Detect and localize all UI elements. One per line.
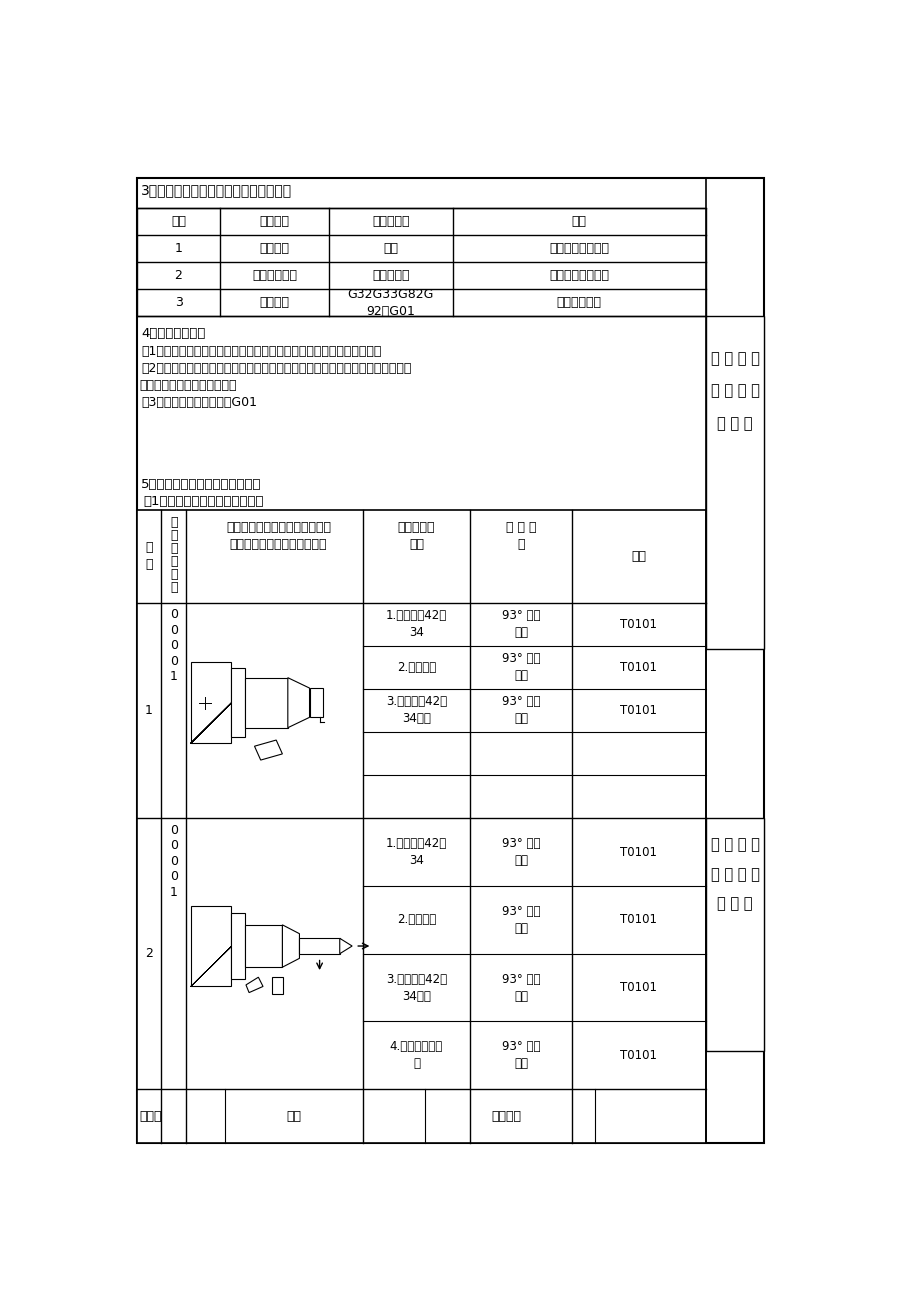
Text: 2: 2 bbox=[175, 269, 182, 282]
Text: 0: 0 bbox=[170, 824, 177, 837]
Text: 0: 0 bbox=[170, 608, 177, 621]
Text: 选 用 刀: 选 用 刀 bbox=[505, 520, 536, 533]
Polygon shape bbox=[255, 740, 282, 760]
Text: 3: 3 bbox=[175, 296, 182, 309]
Text: 为 单 位: 为 单 位 bbox=[717, 896, 752, 911]
Bar bbox=[191, 662, 231, 744]
Text: 制 定 以 组: 制 定 以 组 bbox=[709, 867, 758, 881]
Polygon shape bbox=[282, 924, 299, 967]
Text: 程: 程 bbox=[170, 555, 177, 568]
Text: 数控编程技术: 数控编程技术 bbox=[556, 296, 601, 309]
Bar bbox=[705, 316, 764, 649]
Text: 序: 序 bbox=[170, 529, 177, 542]
Text: 内容: 内容 bbox=[409, 538, 424, 551]
Text: 93° 外圆
车刀: 93° 外圆 车刀 bbox=[501, 905, 539, 935]
Text: 产 品 工 艺: 产 品 工 艺 bbox=[709, 837, 758, 853]
Bar bbox=[137, 178, 764, 1143]
Bar bbox=[299, 939, 339, 954]
Text: 措施及公式: 措施及公式 bbox=[372, 214, 409, 227]
Text: 车间主任: 车间主任 bbox=[491, 1110, 521, 1123]
Text: 最短，基准先行，先面后孔。: 最短，基准先行，先面后孔。 bbox=[140, 380, 237, 393]
Text: T0101: T0101 bbox=[619, 845, 657, 858]
Text: 3、产品加工的教学模块设计点（表一）: 3、产品加工的教学模块设计点（表一） bbox=[142, 183, 292, 198]
Text: 组长: 组长 bbox=[286, 1110, 301, 1123]
Text: 一夹: 一夹 bbox=[383, 242, 398, 255]
Text: 工艺员: 工艺员 bbox=[140, 1110, 162, 1123]
Polygon shape bbox=[339, 939, 352, 954]
Text: 备注: 备注 bbox=[630, 550, 646, 563]
Text: （1）实际加工阶段一（表二）：: （1）实际加工阶段一（表二）： bbox=[142, 495, 263, 508]
Text: 0: 0 bbox=[170, 624, 177, 637]
Text: （3）加工指令：直线插补G01: （3）加工指令：直线插补G01 bbox=[142, 396, 257, 410]
Text: 备注: 备注 bbox=[571, 214, 586, 227]
Text: G32G33G82G
92，G01: G32G33G82G 92，G01 bbox=[347, 287, 434, 317]
Text: 查《车工工艺学》: 查《车工工艺学》 bbox=[549, 242, 608, 255]
Text: 2.粗车锥度: 2.粗车锥度 bbox=[396, 914, 436, 927]
Bar bbox=[231, 914, 245, 979]
Text: 标明程序原点和对刀点位置）: 标明程序原点和对刀点位置） bbox=[230, 538, 327, 551]
Bar bbox=[309, 688, 323, 718]
Text: 知 识 点 设: 知 识 点 设 bbox=[709, 384, 758, 398]
Text: T0101: T0101 bbox=[619, 660, 657, 673]
Text: 查《车工工艺学》: 查《车工工艺学》 bbox=[549, 269, 608, 282]
Text: 93° 外圆
车刀: 93° 外圆 车刀 bbox=[501, 610, 539, 640]
Text: 及: 及 bbox=[170, 542, 177, 555]
Text: 装夹方式: 装夹方式 bbox=[259, 242, 289, 255]
Text: T0101: T0101 bbox=[619, 914, 657, 927]
Bar bbox=[137, 208, 705, 316]
Polygon shape bbox=[245, 978, 263, 993]
Text: 93° 外圆
车刀: 93° 外圆 车刀 bbox=[501, 653, 539, 682]
Bar bbox=[137, 510, 705, 1143]
Bar bbox=[705, 818, 764, 1050]
Text: 93° 外圆
车刀: 93° 外圆 车刀 bbox=[501, 972, 539, 1002]
Bar bbox=[191, 906, 231, 987]
Text: T0101: T0101 bbox=[619, 982, 657, 994]
Text: 工步序号及: 工步序号及 bbox=[397, 520, 435, 533]
Text: 0: 0 bbox=[170, 840, 177, 853]
Text: 93° 外圆
车刀: 93° 外圆 车刀 bbox=[501, 1040, 539, 1070]
Text: 加工指令: 加工指令 bbox=[259, 296, 289, 309]
Text: 序
号: 序 号 bbox=[145, 541, 153, 572]
Text: 93° 外圆
车刀: 93° 外圆 车刀 bbox=[501, 837, 539, 867]
Text: 3.精车直従42、
34外圆: 3.精车直従42、 34外圆 bbox=[385, 972, 447, 1002]
Text: 工: 工 bbox=[170, 516, 177, 529]
Text: 计 分 析: 计 分 析 bbox=[717, 416, 752, 430]
Text: 2: 2 bbox=[145, 948, 153, 961]
Text: 93° 外圆
车刀: 93° 外圆 车刀 bbox=[501, 696, 539, 725]
Text: （1）装夹方式：一夹（长圆柱）、控制四个自由度、部分定位进行加工: （1）装夹方式：一夹（长圆柱）、控制四个自由度、部分定位进行加工 bbox=[142, 346, 381, 359]
Text: 装夹简图（标明定位、装夹位置: 装夹简图（标明定位、装夹位置 bbox=[226, 520, 331, 533]
Text: 2.粗车锥度: 2.粗车锥度 bbox=[396, 660, 436, 673]
Text: 4、解答知识点：: 4、解答知识点： bbox=[142, 326, 206, 339]
Text: T0101: T0101 bbox=[619, 1049, 657, 1062]
Text: 具: 具 bbox=[516, 538, 524, 551]
Polygon shape bbox=[272, 978, 283, 994]
Text: 名: 名 bbox=[170, 581, 177, 594]
Text: 0: 0 bbox=[170, 855, 177, 868]
Bar bbox=[245, 677, 288, 728]
Text: 1: 1 bbox=[170, 885, 177, 898]
Text: 0: 0 bbox=[170, 655, 177, 668]
Text: 1: 1 bbox=[175, 242, 182, 255]
Text: 加工工艺制定: 加工工艺制定 bbox=[252, 269, 297, 282]
Text: 1: 1 bbox=[145, 703, 153, 716]
Bar bbox=[231, 668, 245, 737]
Text: 序号: 序号 bbox=[171, 214, 186, 227]
Text: 序: 序 bbox=[170, 568, 177, 581]
Text: 0: 0 bbox=[170, 640, 177, 653]
Text: 1: 1 bbox=[170, 670, 177, 682]
Bar bbox=[245, 924, 282, 967]
Text: 3.精车直従42、
34外圆: 3.精车直従42、 34外圆 bbox=[385, 696, 447, 725]
Text: 4.精车锥度、螺
纹: 4.精车锥度、螺 纹 bbox=[390, 1040, 443, 1070]
Text: 5、数控车床加工工艺简卡制作：: 5、数控车床加工工艺简卡制作： bbox=[142, 478, 262, 491]
Text: 1.粗车直従42、
34: 1.粗车直従42、 34 bbox=[385, 610, 447, 640]
Text: 产 品 零 件: 产 品 零 件 bbox=[709, 351, 758, 367]
Text: T0101: T0101 bbox=[619, 703, 657, 716]
Text: 0: 0 bbox=[170, 870, 177, 883]
Text: 车加工原则: 车加工原则 bbox=[372, 269, 409, 282]
Text: 1.粗车直従42、
34: 1.粗车直従42、 34 bbox=[385, 837, 447, 867]
Text: （2）加工工艺处理原则：先粗后精，先近后远，先内后外，程序最小，走刀路线: （2）加工工艺处理原则：先粗后精，先近后远，先内后外，程序最小，走刀路线 bbox=[142, 363, 412, 376]
Text: T0101: T0101 bbox=[619, 618, 657, 630]
Polygon shape bbox=[288, 677, 309, 728]
Text: 设计内容: 设计内容 bbox=[259, 214, 289, 227]
